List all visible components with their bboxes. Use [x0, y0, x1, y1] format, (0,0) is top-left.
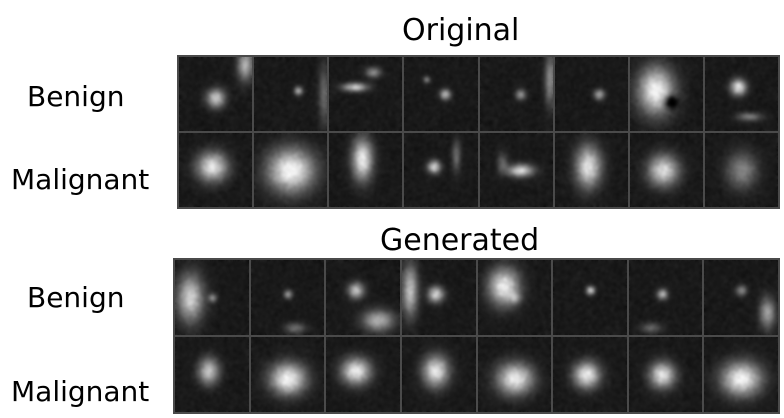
- generated-malignant-patch: [326, 337, 400, 412]
- patch-image: [479, 133, 553, 207]
- image-grid-generated: [173, 258, 780, 414]
- row-label-malignant-generated: Malignant: [11, 375, 150, 408]
- generated-benign-patch: [553, 260, 627, 335]
- patch-image: [554, 57, 628, 131]
- patch-image: [254, 57, 328, 131]
- patch-image: [175, 337, 249, 412]
- patch-image: [704, 57, 778, 131]
- original-benign-patch: [254, 57, 328, 131]
- original-benign-patch: [554, 57, 628, 131]
- original-malignant-patch: [704, 133, 778, 207]
- patch-image: [254, 133, 328, 207]
- generated-benign-patch: [401, 260, 476, 335]
- patch-image: [404, 57, 478, 131]
- patch-image: [175, 260, 249, 335]
- original-malignant-patch: [254, 133, 328, 207]
- generated-malignant-patch: [401, 337, 476, 412]
- original-malignant-patch: [629, 133, 703, 207]
- generated-benign-patch: [326, 260, 400, 335]
- panel-title-original: Original: [402, 13, 520, 48]
- generated-benign-patch: [628, 260, 703, 335]
- original-benign-patch: [704, 57, 778, 131]
- original-malignant-patch: [329, 133, 403, 207]
- patch-image: [329, 133, 403, 207]
- generated-benign-patch: [477, 260, 552, 335]
- original-benign-patch: [179, 57, 253, 131]
- patch-image: [477, 260, 552, 335]
- patch-image: [326, 260, 400, 335]
- original-benign-patch: [404, 57, 478, 131]
- original-benign-patch: [479, 57, 553, 131]
- patch-image: [250, 337, 325, 412]
- patch-image: [628, 337, 703, 412]
- generated-malignant-patch: [477, 337, 552, 412]
- generated-benign-patch: [250, 260, 325, 335]
- patch-image: [628, 260, 703, 335]
- original-malignant-patch: [179, 133, 253, 207]
- patch-image: [179, 57, 253, 131]
- patch-image: [704, 133, 778, 207]
- patch-image: [477, 337, 552, 412]
- patch-image: [250, 260, 325, 335]
- patch-image: [704, 260, 778, 335]
- generated-benign-patch: [704, 260, 778, 335]
- patch-image: [553, 337, 627, 412]
- patch-image: [401, 260, 476, 335]
- patch-image: [329, 57, 403, 131]
- patch-image: [479, 57, 553, 131]
- image-grid-original: [177, 55, 780, 209]
- row-label-malignant-original: Malignant: [11, 163, 150, 196]
- original-benign-patch: [329, 57, 403, 131]
- panel-title-generated: Generated: [380, 223, 540, 258]
- patch-image: [554, 133, 628, 207]
- patch-image: [404, 133, 478, 207]
- patch-image: [401, 337, 476, 412]
- original-malignant-patch: [554, 133, 628, 207]
- patch-image: [326, 337, 400, 412]
- generated-malignant-patch: [553, 337, 627, 412]
- row-label-benign-original: Benign: [27, 80, 125, 113]
- row-label-benign-generated: Benign: [27, 281, 125, 314]
- generated-malignant-patch: [175, 337, 249, 412]
- generated-malignant-patch: [628, 337, 703, 412]
- original-benign-patch: [629, 57, 703, 131]
- generated-malignant-patch: [704, 337, 778, 412]
- patch-image: [629, 57, 703, 131]
- generated-malignant-patch: [250, 337, 325, 412]
- patch-image: [179, 133, 253, 207]
- original-malignant-patch: [479, 133, 553, 207]
- patch-image: [629, 133, 703, 207]
- patch-image: [704, 337, 778, 412]
- original-malignant-patch: [404, 133, 478, 207]
- generated-benign-patch: [175, 260, 249, 335]
- patch-image: [553, 260, 627, 335]
